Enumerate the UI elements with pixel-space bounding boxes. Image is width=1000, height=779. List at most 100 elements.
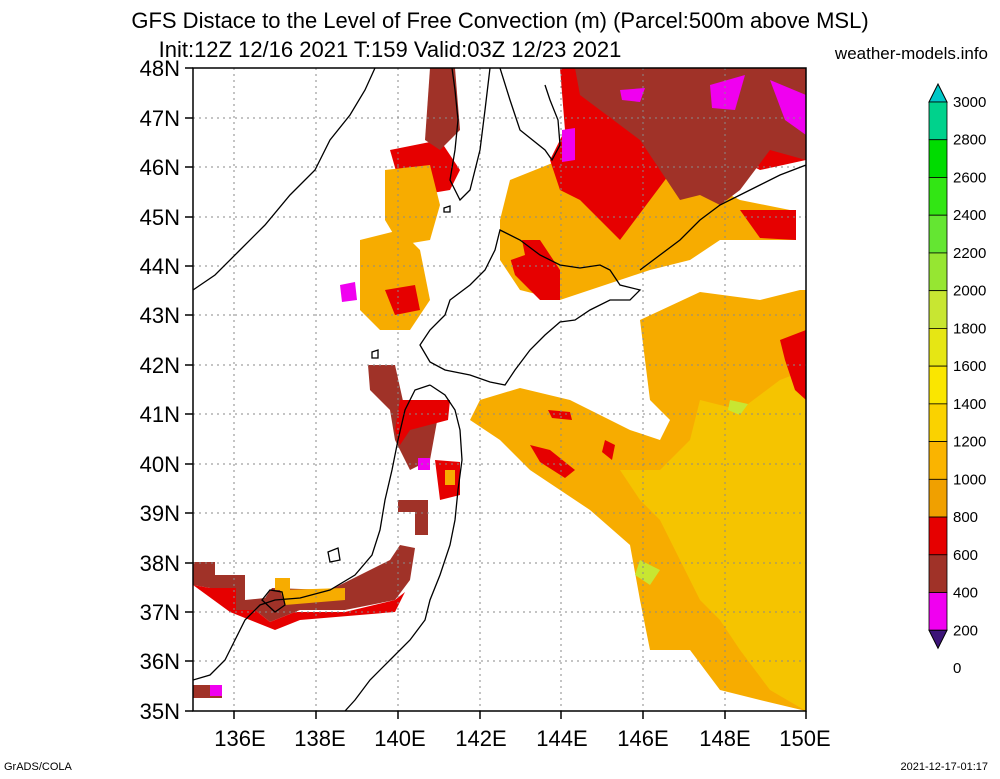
colorbar-top-triangle: [928, 82, 948, 103]
field-yellow-east: [620, 370, 806, 711]
chart-title: GFS Distace to the Level of Free Convect…: [131, 8, 869, 33]
source-site: weather-models.info: [834, 44, 988, 63]
coast-hokkaido: [419, 229, 642, 386]
lat-label: 41N: [140, 402, 180, 427]
colorbar-label: 2800: [953, 132, 986, 149]
field-north-darkred: [575, 68, 806, 205]
colorbar-label: 1000: [953, 471, 986, 488]
lat-label: 36N: [140, 649, 180, 674]
lon-labels: 136E 138E 140E 142E 144E 146E 148E 150E: [214, 726, 830, 751]
chart-subtitle: Init:12Z 12/16 2021 T:159 Valid:03Z 12/2…: [158, 37, 622, 62]
colorbar-swatch: [928, 365, 948, 405]
colorbar-swatch: [928, 177, 948, 216]
colorbar-swatch: [928, 139, 948, 178]
lat-label: 38N: [140, 551, 180, 576]
timestamp: 2021-12-17-01:17: [900, 761, 988, 773]
lat-label: 39N: [140, 501, 180, 526]
lon-label: 142E: [455, 726, 506, 751]
coast-sakhalin-east: [499, 68, 561, 162]
lat-axis: [185, 67, 193, 712]
field-hokkaido-orange: [500, 230, 525, 262]
colorbar-label: 0: [953, 660, 961, 677]
field-tohoku-orange: [445, 470, 455, 485]
colorbar-swatch: [928, 403, 948, 443]
colorbar-swatch: [928, 516, 948, 556]
colorbar-label: 200: [953, 622, 978, 639]
plot-frame: [192, 67, 807, 712]
colorbar-swatch: [928, 327, 948, 367]
field-tohoku-red: [395, 400, 450, 445]
colorbar-label: 1600: [953, 358, 986, 375]
colorbar: 3000280026002400220020001800160014001200…: [928, 82, 986, 677]
lon-label: 150E: [779, 726, 830, 751]
coast-kurils: [639, 164, 806, 271]
lat-label: 35N: [140, 699, 180, 724]
lat-label: 40N: [140, 452, 180, 477]
lon-label: 146E: [617, 726, 668, 751]
grid: [193, 68, 806, 711]
lon-label: 140E: [374, 726, 425, 751]
field-band-red: [193, 585, 405, 630]
coast-honshu-west: [193, 384, 431, 681]
coast-sakhalin: [449, 68, 491, 202]
colorbar-swatch: [928, 478, 948, 518]
field-west-red-2: [385, 285, 420, 315]
field-red-streak-3: [602, 440, 615, 460]
colorbar-label: 1200: [953, 434, 986, 451]
colorbar-label: 800: [953, 509, 978, 526]
lon-axis: [233, 711, 807, 719]
field-lime-patch: [635, 560, 660, 585]
field-west-orange-2: [385, 165, 440, 245]
lat-label: 37N: [140, 600, 180, 625]
lat-label: 43N: [140, 303, 180, 328]
field-west-darkred: [425, 68, 460, 150]
field-lime-patch-2: [728, 400, 748, 415]
coast-honshu: [344, 384, 463, 711]
field-band-darkred: [193, 545, 415, 622]
colorbar-label: 2400: [953, 207, 986, 224]
lat-labels: 48N 47N 46N 45N 44N 43N 42N 41N 40N 39N …: [140, 56, 180, 724]
lat-label: 45N: [140, 205, 180, 230]
field-tohoku-darkred-3: [415, 512, 428, 535]
colorbar-swatch: [928, 214, 948, 254]
coast-mainland-asia: [193, 68, 376, 291]
colorbar-label: 3000: [953, 94, 986, 111]
lat-label: 47N: [140, 106, 180, 131]
colorbar-label: 2600: [953, 169, 986, 186]
field-red-streak: [530, 445, 575, 478]
software-credit: GrADS/COLA: [4, 761, 72, 773]
field-noto-orange: [280, 588, 345, 605]
field-north-magenta: [710, 75, 745, 110]
field-sw-magenta: [210, 685, 222, 696]
field-tohoku-darkred-2: [398, 500, 428, 512]
field-north-magenta-4: [562, 128, 575, 162]
colorbar-label: 1400: [953, 396, 986, 413]
field-tohoku-magenta: [418, 458, 430, 470]
coast-rishiri: [443, 205, 451, 213]
lat-label: 44N: [140, 254, 180, 279]
coast-sado: [327, 547, 341, 563]
coast-noto: [261, 589, 286, 613]
colorbar-swatch: [928, 290, 948, 329]
colorbar-label: 600: [953, 547, 978, 564]
field-red-streak-2: [548, 410, 572, 420]
field-west-magenta: [340, 282, 357, 302]
lon-label: 138E: [294, 726, 345, 751]
coast-okushiri: [371, 349, 379, 359]
lon-label: 144E: [536, 726, 587, 751]
colorbar-label: 1800: [953, 320, 986, 337]
colorbar-swatch: [928, 592, 948, 631]
lat-label: 42N: [140, 353, 180, 378]
lat-label: 48N: [140, 56, 180, 81]
colorbar-bottom-triangle: [928, 629, 948, 650]
lat-label: 46N: [140, 155, 180, 180]
colorbar-label: 2000: [953, 283, 986, 300]
colorbar-swatch: [928, 252, 948, 292]
colorbar-swatch: [928, 441, 948, 480]
field-north-magenta-3: [620, 88, 645, 102]
field-band-orange: [275, 578, 290, 590]
field-north-magenta-2: [770, 80, 806, 135]
colorbar-swatch: [928, 101, 948, 141]
coastlines: [193, 68, 806, 711]
